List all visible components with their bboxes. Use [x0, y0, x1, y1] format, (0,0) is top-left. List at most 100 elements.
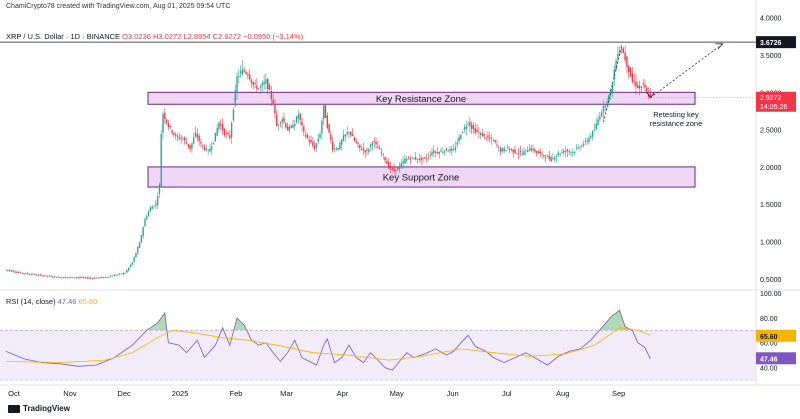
candle: [281, 119, 283, 123]
candle: [554, 157, 556, 160]
candle: [82, 277, 85, 279]
candle: [395, 169, 397, 171]
support-zone[interactable]: [147, 166, 696, 188]
candle: [472, 125, 475, 130]
candle: [584, 140, 587, 142]
candle: [461, 131, 464, 133]
candle: [288, 126, 291, 131]
candle: [572, 151, 574, 153]
candle: [270, 91, 273, 99]
projection-arrow-icon: [715, 43, 724, 50]
candle: [532, 148, 534, 151]
candle: [185, 142, 188, 144]
candle: [48, 275, 51, 277]
candle: [573, 151, 576, 154]
candle: [232, 109, 235, 121]
candle: [99, 277, 101, 279]
price-tick-label: 3.5000: [760, 53, 782, 60]
candle: [120, 273, 123, 275]
candle: [530, 147, 532, 151]
candle: [512, 149, 514, 153]
candle: [360, 149, 363, 151]
candle: [292, 125, 294, 128]
candle: [449, 148, 451, 152]
candle: [378, 148, 381, 150]
candle: [86, 277, 88, 279]
candle: [588, 138, 590, 143]
ohlc-values: O3.0236 H3.0272 L2.8954 C2.9272 −0.0950 …: [122, 32, 304, 41]
candle: [322, 105, 325, 120]
price-tick-label: 0.5000: [760, 277, 782, 284]
candle: [490, 138, 493, 140]
candle: [452, 149, 455, 151]
candle: [146, 216, 148, 220]
candle: [436, 151, 439, 154]
candle: [295, 116, 298, 123]
candle: [427, 156, 430, 158]
candle: [30, 274, 32, 276]
candle: [182, 138, 184, 140]
candle: [498, 146, 500, 148]
candle: [465, 126, 467, 130]
candle: [469, 121, 471, 126]
candle: [265, 79, 267, 84]
candle: [189, 145, 191, 149]
candle: [332, 141, 334, 150]
candle: [642, 83, 644, 85]
candle: [250, 79, 253, 83]
retest-annotation-line: resistance zone: [650, 119, 703, 128]
candle: [162, 113, 164, 133]
candle: [602, 105, 605, 113]
candle: [203, 146, 206, 150]
candle: [539, 151, 541, 154]
candle: [84, 277, 87, 279]
rsi-ma-line[interactable]: [5, 327, 651, 364]
candle: [52, 276, 54, 278]
candle: [50, 276, 52, 277]
candle: [126, 270, 128, 273]
candle: [21, 272, 23, 274]
candle: [434, 151, 437, 153]
candle: [451, 148, 453, 152]
candle: [35, 274, 38, 276]
candle: [97, 277, 99, 279]
rsi-tick-label: 40.00: [760, 366, 778, 373]
candle: [615, 60, 617, 71]
candle: [463, 127, 466, 130]
candle: [216, 128, 218, 136]
resistance-zone[interactable]: [147, 91, 696, 105]
candle: [359, 144, 361, 148]
candle: [380, 152, 383, 154]
candle: [128, 267, 130, 271]
rsi-ma-badge: [756, 329, 796, 342]
candle: [234, 90, 236, 106]
time-tick-label: Jun: [447, 389, 459, 398]
candle: [10, 270, 13, 272]
rsi-line[interactable]: [5, 309, 651, 371]
time-tick-label: Feb: [230, 389, 243, 398]
candle: [407, 157, 410, 159]
candle: [91, 278, 94, 279]
candle: [508, 149, 511, 150]
candle: [14, 271, 16, 273]
candle: [61, 277, 63, 279]
candle: [633, 81, 635, 83]
candle: [525, 149, 527, 151]
candle: [81, 277, 83, 278]
candle: [415, 157, 417, 160]
candle: [239, 71, 242, 74]
candle: [254, 83, 256, 85]
candle: [330, 134, 332, 141]
candle: [106, 277, 108, 278]
candle: [460, 134, 462, 140]
candle: [586, 141, 588, 142]
candle: [346, 132, 348, 135]
candle: [564, 150, 567, 152]
footer-brand: TradingView: [8, 404, 70, 413]
candle: [73, 277, 76, 279]
candle: [442, 151, 444, 153]
candle: [593, 129, 596, 131]
candle: [386, 161, 388, 164]
candle: [409, 158, 412, 160]
